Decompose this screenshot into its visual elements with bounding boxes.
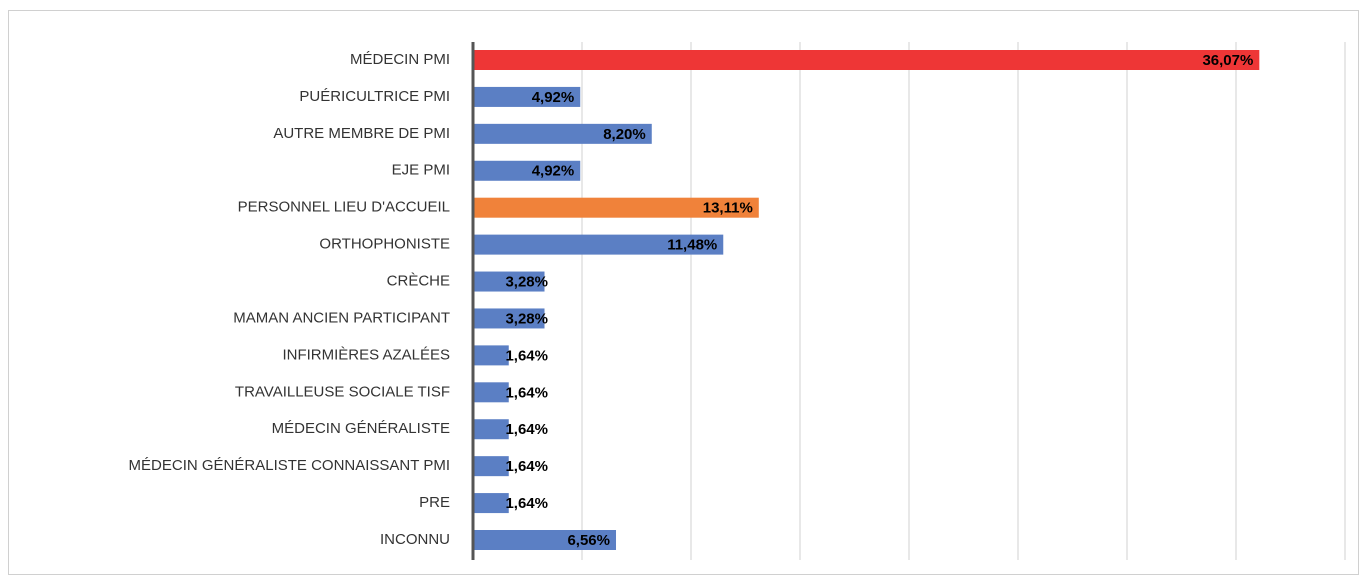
value-label: 1,64%	[505, 458, 548, 475]
category-label: INCONNU	[380, 531, 450, 548]
category-label: MÉDECIN PMI	[350, 51, 450, 68]
bar	[473, 382, 509, 403]
category-label: EJE PMI	[392, 162, 450, 179]
category-label: ORTHOPHONISTE	[319, 236, 450, 253]
bar	[473, 345, 509, 366]
value-label: 6,56%	[567, 532, 610, 549]
value-label: 13,11%	[703, 200, 753, 217]
bar	[473, 86, 581, 107]
category-label: MAMAN ANCIEN PARTICIPANT	[233, 309, 450, 326]
category-label: AUTRE MEMBRE DE PMI	[273, 125, 450, 142]
value-label: 3,28%	[505, 274, 548, 291]
value-label: 4,92%	[532, 89, 575, 106]
chart-frame	[8, 10, 1359, 575]
bar	[473, 50, 1260, 70]
bar	[473, 456, 509, 477]
value-label: 1,64%	[505, 421, 548, 438]
value-label: 4,92%	[532, 163, 575, 180]
value-label: 1,64%	[505, 347, 548, 364]
category-label: CRÈCHE	[387, 273, 450, 290]
value-label: 11,48%	[667, 237, 717, 254]
category-label: INFIRMIÈRES AZALÉES	[282, 346, 450, 363]
category-label: TRAVAILLEUSE SOCIALE TISF	[235, 383, 450, 400]
bar	[473, 419, 509, 440]
bar	[473, 493, 509, 514]
category-label: PRE	[419, 494, 450, 511]
bar	[473, 123, 652, 144]
value-label: 1,64%	[505, 495, 548, 512]
bar	[473, 530, 617, 550]
value-label: 8,20%	[603, 126, 646, 143]
bar	[473, 234, 724, 255]
category-label: MÉDECIN GÉNÉRALISTE CONNAISSANT PMI	[129, 457, 450, 474]
bar	[473, 308, 545, 329]
category-label: PERSONNEL LIEU D'ACCUEIL	[238, 199, 450, 216]
bar	[473, 197, 759, 218]
category-label: MÉDECIN GÉNÉRALISTE	[272, 420, 450, 437]
value-label: 1,64%	[505, 384, 548, 401]
value-label: 3,28%	[505, 310, 548, 327]
bar	[473, 160, 581, 181]
value-label: 36,07%	[1202, 52, 1253, 69]
category-label: PUÉRICULTRICE PMI	[299, 88, 450, 105]
bar	[473, 271, 545, 292]
